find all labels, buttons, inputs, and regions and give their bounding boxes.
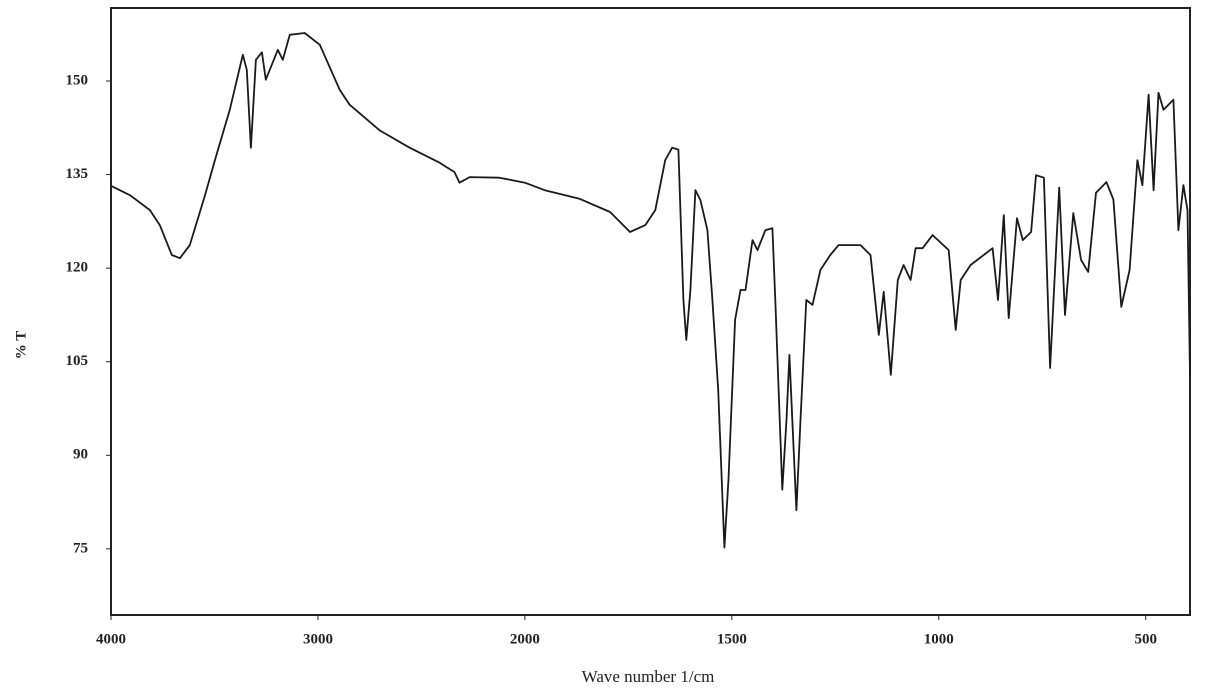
y-tick-label: 150 bbox=[66, 72, 89, 88]
y-tick-label: 135 bbox=[66, 166, 89, 182]
y-tick-label: 75 bbox=[73, 540, 88, 556]
y-tick-label: 90 bbox=[73, 447, 88, 463]
x-axis-label: Wave number 1/cm bbox=[582, 667, 715, 686]
x-tick-label: 1000 bbox=[924, 631, 954, 647]
x-tick-label: 500 bbox=[1134, 631, 1157, 647]
x-tick-label: 3000 bbox=[303, 631, 333, 647]
y-axis-label: % T bbox=[13, 331, 29, 359]
y-tick-label: 120 bbox=[66, 260, 89, 276]
x-tick-label: 4000 bbox=[96, 631, 126, 647]
plot-frame bbox=[110, 7, 1191, 616]
y-tick-label: 105 bbox=[66, 353, 89, 369]
x-tick-label: 1500 bbox=[717, 631, 747, 647]
x-tick-label: 2000 bbox=[510, 631, 540, 647]
spectrum-line bbox=[110, 32, 1191, 549]
